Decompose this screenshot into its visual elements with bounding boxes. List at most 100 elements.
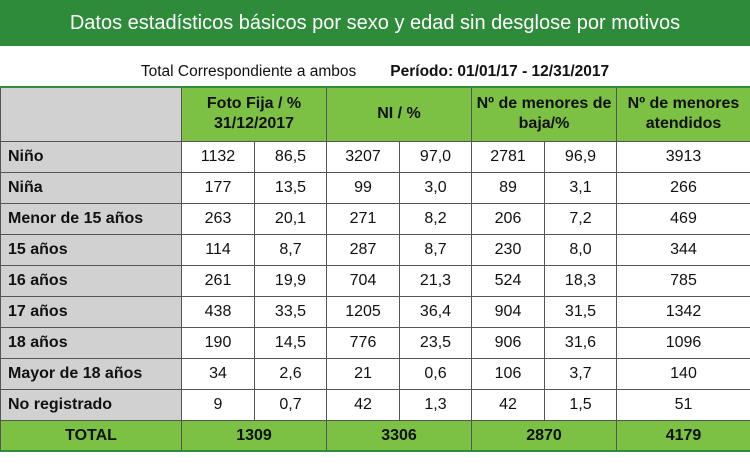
cell-foto-count: 438 <box>181 296 255 328</box>
cell-baja-count: 106 <box>471 358 545 390</box>
total-foto: 1309 <box>181 420 327 452</box>
cell-ni-percent: 97,0 <box>399 141 472 173</box>
cell-ni-count: 271 <box>326 203 400 235</box>
cell-baja-count: 230 <box>471 234 545 266</box>
cell-ni-percent: 36,4 <box>399 296 472 328</box>
table-row: 15 años 114 8,7 287 8,7 230 8,0 344 <box>0 234 750 266</box>
row-label: Niña <box>0 172 182 204</box>
table-bottom-rule <box>0 450 750 452</box>
header-menores-atendidos: Nº de menores atendidos <box>616 86 750 142</box>
cell-baja-percent: 18,3 <box>544 265 617 297</box>
cell-foto-percent: 8,7 <box>254 234 327 266</box>
cell-foto-percent: 14,5 <box>254 327 327 359</box>
cell-ni-percent: 8,7 <box>399 234 472 266</box>
cell-ni-count: 21 <box>326 358 400 390</box>
cell-atendidos: 3913 <box>616 141 750 173</box>
table-subheader: Total Correspondiente a ambos Período: 0… <box>0 58 750 86</box>
cell-ni-count: 776 <box>326 327 400 359</box>
table-row: No registrado 9 0,7 42 1,3 42 1,5 51 <box>0 389 750 421</box>
header-ni: NI / % <box>326 86 472 142</box>
subheader-scope: Total Correspondiente a ambos <box>140 63 357 80</box>
table-row: Niño 1132 86,5 3207 97,0 2781 96,9 3913 <box>0 141 750 173</box>
cell-ni-percent: 1,3 <box>399 389 472 421</box>
cell-foto-percent: 0,7 <box>254 389 327 421</box>
cell-baja-percent: 31,5 <box>544 296 617 328</box>
total-label: TOTAL <box>0 420 182 452</box>
cell-ni-percent: 8,2 <box>399 203 472 235</box>
cell-baja-percent: 31,6 <box>544 327 617 359</box>
cell-baja-percent: 3,1 <box>544 172 617 204</box>
cell-atendidos: 140 <box>616 358 750 390</box>
table-row: Menor de 15 años 263 20,1 271 8,2 206 7,2 469 <box>0 203 750 235</box>
cell-ni-count: 42 <box>326 389 400 421</box>
cell-baja-count: 89 <box>471 172 545 204</box>
cell-foto-count: 114 <box>181 234 255 266</box>
page-title: Datos estadísticos básicos por sexo y ed… <box>0 0 750 46</box>
cell-baja-count: 206 <box>471 203 545 235</box>
cell-atendidos: 1096 <box>616 327 750 359</box>
cell-ni-percent: 0,6 <box>399 358 472 390</box>
cell-foto-count: 261 <box>181 265 255 297</box>
row-label: Niño <box>0 141 182 173</box>
cell-atendidos: 1342 <box>616 296 750 328</box>
subheader-period: Período: 01/01/17 - 12/31/2017 <box>390 63 610 80</box>
cell-foto-count: 9 <box>181 389 255 421</box>
cell-foto-percent: 2,6 <box>254 358 327 390</box>
cell-foto-percent: 33,5 <box>254 296 327 328</box>
cell-foto-count: 1132 <box>181 141 255 173</box>
table-row: Mayor de 18 años 34 2,6 21 0,6 106 3,7 140 <box>0 358 750 390</box>
cell-foto-percent: 19,9 <box>254 265 327 297</box>
cell-foto-count: 34 <box>181 358 255 390</box>
cell-ni-percent: 23,5 <box>399 327 472 359</box>
cell-ni-count: 287 <box>326 234 400 266</box>
cell-atendidos: 785 <box>616 265 750 297</box>
total-atendidos: 4179 <box>616 420 750 452</box>
row-label: Menor de 15 años <box>0 203 182 235</box>
cell-ni-percent: 3,0 <box>399 172 472 204</box>
table-row: Niña 177 13,5 99 3,0 89 3,1 266 <box>0 172 750 204</box>
row-label: 18 años <box>0 327 182 359</box>
cell-foto-count: 177 <box>181 172 255 204</box>
cell-atendidos: 51 <box>616 389 750 421</box>
table-top-rule <box>0 86 750 88</box>
cell-baja-percent: 96,9 <box>544 141 617 173</box>
cell-baja-percent: 7,2 <box>544 203 617 235</box>
cell-baja-count: 2781 <box>471 141 545 173</box>
cell-ni-count: 3207 <box>326 141 400 173</box>
cell-baja-count: 904 <box>471 296 545 328</box>
cell-foto-count: 263 <box>181 203 255 235</box>
row-label: 15 años <box>0 234 182 266</box>
cell-atendidos: 266 <box>616 172 750 204</box>
cell-baja-percent: 3,7 <box>544 358 617 390</box>
cell-baja-count: 906 <box>471 327 545 359</box>
cell-ni-count: 1205 <box>326 296 400 328</box>
row-label: Mayor de 18 años <box>0 358 182 390</box>
table-row: 17 años 438 33,5 1205 36,4 904 31,5 1342 <box>0 296 750 328</box>
header-foto-fija: Foto Fija / % 31/12/2017 <box>181 86 327 142</box>
cell-foto-percent: 13,5 <box>254 172 327 204</box>
cell-baja-count: 524 <box>471 265 545 297</box>
total-baja: 2870 <box>471 420 617 452</box>
row-label: No registrado <box>0 389 182 421</box>
cell-foto-percent: 86,5 <box>254 141 327 173</box>
table-row: 16 años 261 19,9 704 21,3 524 18,3 785 <box>0 265 750 297</box>
total-row: TOTAL 1309 3306 2870 4179 <box>0 420 750 452</box>
header-menores-baja: Nº de menores de baja/% <box>471 86 617 142</box>
cell-baja-percent: 8,0 <box>544 234 617 266</box>
cell-foto-count: 190 <box>181 327 255 359</box>
cell-foto-percent: 20,1 <box>254 203 327 235</box>
row-label: 17 años <box>0 296 182 328</box>
cell-ni-percent: 21,3 <box>399 265 472 297</box>
table-header-row: Foto Fija / % 31/12/2017 NI / % Nº de me… <box>0 86 750 142</box>
cell-ni-count: 704 <box>326 265 400 297</box>
cell-atendidos: 469 <box>616 203 750 235</box>
cell-baja-count: 42 <box>471 389 545 421</box>
header-corner <box>0 86 182 142</box>
cell-ni-count: 99 <box>326 172 400 204</box>
total-ni: 3306 <box>326 420 472 452</box>
cell-atendidos: 344 <box>616 234 750 266</box>
row-label: 16 años <box>0 265 182 297</box>
table-row: 18 años 190 14,5 776 23,5 906 31,6 1096 <box>0 327 750 359</box>
cell-baja-percent: 1,5 <box>544 389 617 421</box>
statistics-table: Foto Fija / % 31/12/2017 NI / % Nº de me… <box>0 86 750 452</box>
